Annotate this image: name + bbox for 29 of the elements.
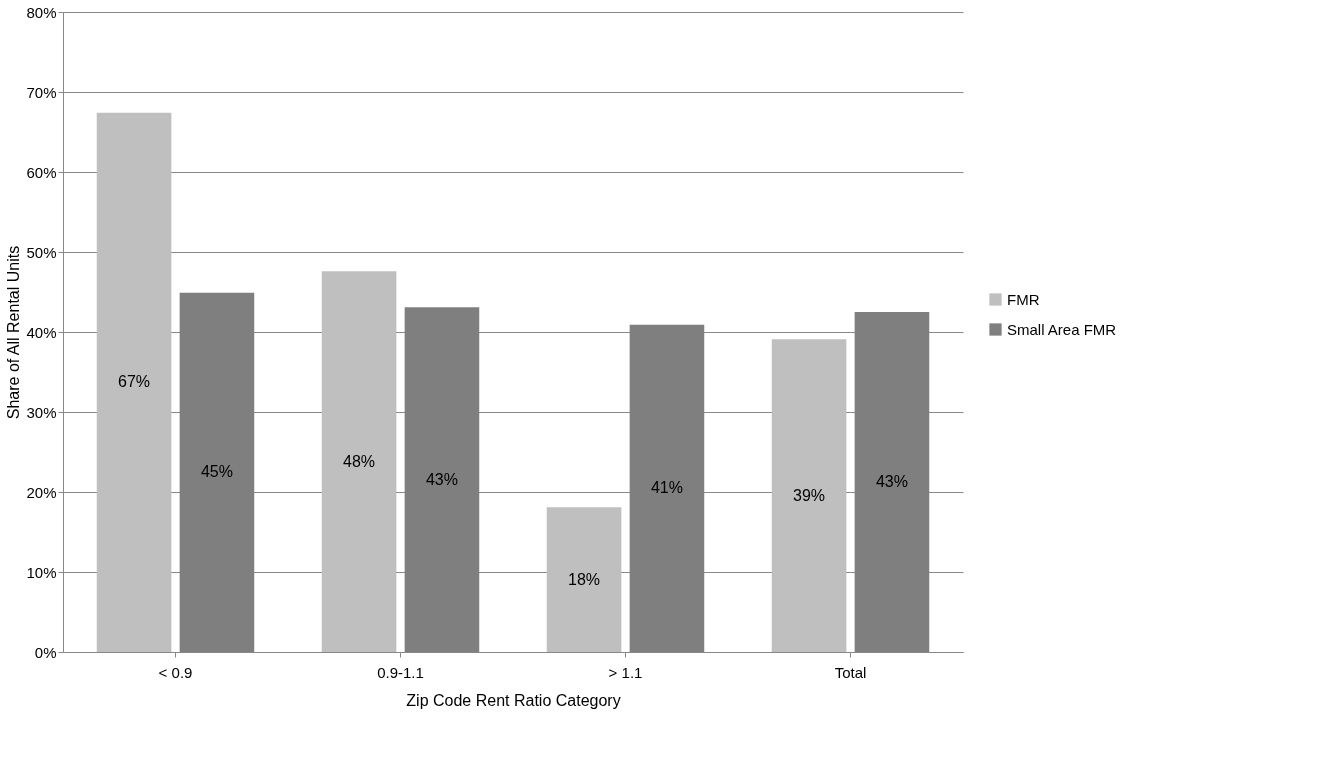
data-label: 67% — [118, 373, 151, 391]
x-tick-label: Total — [834, 663, 867, 681]
data-label: 41% — [650, 479, 683, 497]
y-tick-label: 0% — [34, 643, 57, 661]
y-tick-label: 40% — [26, 323, 57, 341]
data-label: 48% — [343, 452, 376, 470]
y-tick-label: 80% — [26, 3, 57, 21]
y-tick-label: 60% — [26, 163, 57, 181]
bar — [546, 507, 622, 652]
data-label: 39% — [793, 486, 826, 504]
x-tick-label: > 1.1 — [608, 663, 643, 681]
x-tick-label: < 0.9 — [158, 663, 193, 681]
bar — [771, 339, 847, 652]
y-tick-label: 20% — [26, 483, 57, 501]
legend-label: FMR — [1007, 290, 1040, 308]
x-axis-title: Zip Code Rent Ratio Category — [406, 691, 621, 709]
data-label: 43% — [425, 470, 458, 488]
y-tick-label: 50% — [26, 243, 57, 261]
y-axis-title: Share of All Rental Units — [5, 245, 23, 420]
y-tick-label: 70% — [26, 83, 57, 101]
data-label: 18% — [568, 570, 601, 588]
data-label: 43% — [875, 473, 908, 490]
data-label: 45% — [200, 463, 233, 481]
bar — [321, 271, 397, 652]
y-tick-label: 10% — [26, 563, 57, 581]
y-tick-label: 30% — [26, 403, 57, 421]
x-tick-label: 0.9-1.1 — [377, 663, 424, 681]
legend-label: Small Area FMR — [1007, 320, 1117, 338]
bar — [96, 112, 172, 652]
